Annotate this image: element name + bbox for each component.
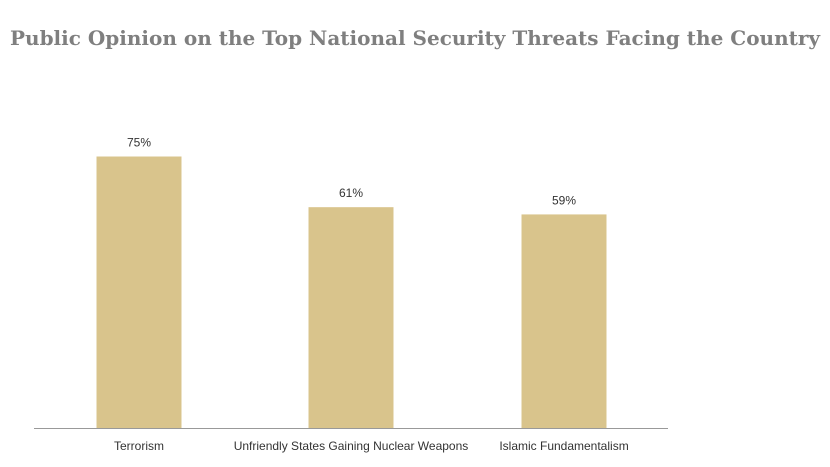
category-label-2: Unfriendly States Gaining Nuclear Weapon… bbox=[234, 439, 469, 453]
bar-3 bbox=[521, 214, 607, 428]
value-label-1: 75% bbox=[127, 136, 151, 150]
value-label-2: 61% bbox=[339, 186, 363, 200]
category-label-1: Terrorism bbox=[114, 439, 164, 453]
chart-title: Public Opinion on the Top National Secur… bbox=[9, 26, 821, 50]
bar-2 bbox=[308, 207, 394, 428]
value-label-3: 59% bbox=[552, 193, 576, 207]
bar-1 bbox=[96, 156, 182, 428]
category-label-3: Islamic Fundamentalism bbox=[499, 439, 628, 453]
